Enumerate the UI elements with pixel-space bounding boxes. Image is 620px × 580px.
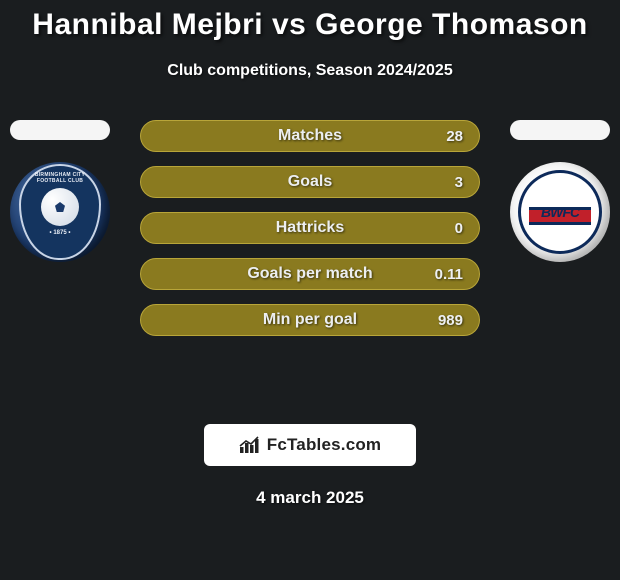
club-badge-left: BIRMINGHAM CITY FOOTBALL CLUB • 1875 •: [10, 162, 110, 262]
club-badge-left-year: • 1875 •: [50, 230, 71, 236]
stat-row-goals: Goals 3: [140, 166, 480, 198]
stat-row-hattricks: Hattricks 0: [140, 212, 480, 244]
stat-label: Matches: [141, 127, 479, 145]
source-badge[interactable]: FcTables.com: [204, 424, 416, 466]
club-badge-right-ring: BWFC: [518, 170, 602, 254]
stat-label: Goals per match: [141, 265, 479, 283]
stat-value-right: 0.11: [435, 266, 463, 283]
stat-value-right: 3: [455, 174, 463, 191]
stat-value-right: 989: [438, 312, 463, 329]
player-right-column: BWFC: [500, 120, 620, 262]
player-left-column: BIRMINGHAM CITY FOOTBALL CLUB • 1875 •: [0, 120, 120, 262]
body-layout: BIRMINGHAM CITY FOOTBALL CLUB • 1875 • B…: [0, 120, 620, 420]
football-icon: [41, 188, 79, 226]
chart-icon: [239, 436, 261, 454]
stat-row-min-per-goal: Min per goal 989: [140, 304, 480, 336]
source-badge-text: FcTables.com: [267, 435, 382, 455]
club-badge-right-letters: BWFC: [541, 204, 579, 220]
club-badge-left-shield: BIRMINGHAM CITY FOOTBALL CLUB • 1875 •: [19, 164, 101, 260]
player-left-photo: [10, 120, 110, 140]
page-subtitle: Club competitions, Season 2024/2025: [0, 62, 620, 80]
comparison-card: Hannibal Mejbri vs George Thomason Club …: [0, 0, 620, 508]
stat-label: Goals: [141, 173, 479, 191]
club-badge-left-mid-text: FOOTBALL CLUB: [37, 178, 83, 184]
stats-list: Matches 28 Goals 3 Hattricks 0 Goals per…: [140, 120, 480, 336]
stat-value-right: 0: [455, 220, 463, 237]
page-title: Hannibal Mejbri vs George Thomason: [0, 8, 620, 42]
date-label: 4 march 2025: [0, 488, 620, 508]
stat-row-goals-per-match: Goals per match 0.11: [140, 258, 480, 290]
stat-label: Min per goal: [141, 311, 479, 329]
stat-label: Hattricks: [141, 219, 479, 237]
stat-value-right: 28: [446, 128, 463, 145]
club-badge-right: BWFC: [510, 162, 610, 262]
stat-row-matches: Matches 28: [140, 120, 480, 152]
player-right-photo: [510, 120, 610, 140]
